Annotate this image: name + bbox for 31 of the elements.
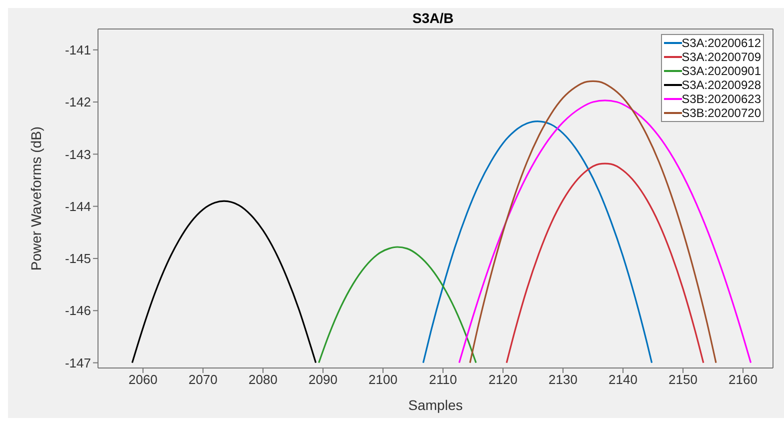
y-tick-label: -147 <box>64 355 91 370</box>
chart-title: S3A/B <box>411 10 455 26</box>
y-tick-label: -145 <box>64 251 91 266</box>
line-series <box>131 200 317 364</box>
legend-label: S3A:20200928 <box>682 78 761 92</box>
x-tick-label: 2080 <box>248 372 278 388</box>
line-series <box>506 162 704 364</box>
x-tick-label: 2060 <box>128 372 158 388</box>
legend-label: S3A:20200709 <box>682 50 761 64</box>
x-tick-label: 2120 <box>488 372 518 388</box>
y-axis-title: Power Waveforms (dB) <box>28 126 44 271</box>
legend-label: S3A:20200612 <box>682 36 761 50</box>
x-tick-label: 2090 <box>308 372 338 388</box>
x-tick-label: 2070 <box>188 372 218 388</box>
legend-label: S3B:20200623 <box>682 92 761 106</box>
y-tick-label: -143 <box>64 146 91 162</box>
y-tick-label: -141 <box>64 42 91 58</box>
y-tick-label: -144 <box>64 198 91 214</box>
x-tick-label: 2160 <box>728 372 758 388</box>
y-tick-label: -146 <box>64 303 91 318</box>
x-tick-label: 2150 <box>668 372 698 388</box>
x-axis-title: Samples <box>408 397 463 413</box>
x-tick-label: 2140 <box>608 372 638 388</box>
line-series <box>422 120 653 364</box>
x-tick-label: 2130 <box>548 372 578 388</box>
y-tick-label: -142 <box>64 94 91 110</box>
x-tick-label: 2110 <box>429 372 457 388</box>
legend-label: S3B:20200720 <box>682 106 761 120</box>
legend-label: S3A:20200901 <box>682 64 761 78</box>
line-series <box>318 246 477 364</box>
x-tick-label: 2100 <box>368 372 398 388</box>
